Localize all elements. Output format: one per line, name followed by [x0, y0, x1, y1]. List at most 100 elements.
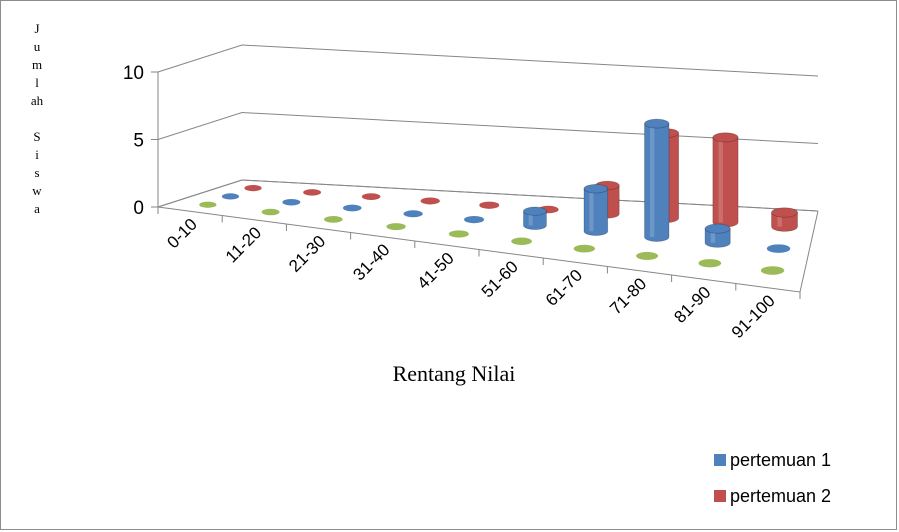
bar-highlight	[650, 123, 655, 237]
y-axis-title-line: l	[35, 75, 39, 90]
x-tick-label: 71-80	[606, 274, 650, 318]
bar-body	[704, 228, 731, 248]
legend-item-pertemuan-2: pertemuan 2	[714, 478, 831, 514]
x-tick-label: 91-100	[728, 291, 779, 342]
bar-71-80	[636, 251, 659, 260]
bar-0-10	[244, 184, 262, 192]
y-tick-label: 0	[133, 198, 144, 219]
bar-series	[199, 118, 798, 275]
y-tick-label: 10	[123, 63, 144, 84]
y-axis-title-line: a	[34, 201, 40, 216]
bar-top	[771, 207, 798, 218]
bar-21-30	[324, 215, 343, 223]
bar-disc	[361, 193, 381, 201]
bar-top	[704, 223, 731, 234]
legend-swatch-red	[714, 490, 726, 502]
y-axis-title-line: s	[34, 165, 40, 180]
y-axis-title-line	[22, 110, 52, 128]
gridline	[157, 44, 819, 77]
bar-top	[583, 183, 609, 194]
legend: pertemuan 1 pertemuan 2	[714, 442, 831, 514]
bar-disc	[199, 201, 217, 208]
gridline	[157, 179, 819, 212]
bar-disc	[221, 193, 240, 200]
x-tick-label: 0-10	[163, 215, 200, 252]
bar-disc	[573, 244, 596, 253]
bar-disc	[303, 189, 322, 196]
x-axis-title: Rentang Nilai	[393, 361, 516, 386]
bar-91-100	[771, 207, 798, 232]
bar-disc	[479, 201, 500, 209]
bar-81-90	[704, 223, 731, 248]
bar-91-100	[760, 266, 785, 275]
bar-disc	[420, 197, 440, 205]
x-tick-label: 11-20	[222, 223, 265, 266]
x-tick-label: 51-60	[478, 257, 522, 301]
bar-disc	[698, 259, 722, 268]
bar-disc	[760, 266, 785, 275]
bar-highlight	[528, 211, 533, 226]
x-tick-label: 21-30	[285, 232, 329, 276]
legend-label: pertemuan 1	[730, 449, 832, 470]
bar-51-60	[523, 206, 547, 230]
bar-top	[523, 206, 547, 216]
bar-31-40	[420, 197, 440, 205]
bar-body	[644, 123, 670, 242]
legend-label: pertemuan 2	[730, 485, 832, 506]
bar-highlight	[589, 188, 594, 232]
x-axis-categories: 0-10 11-20 21-30 31-40 41-50 51-60 61-70 71-80 8…	[157, 207, 801, 342]
y-axis-title-line: u	[33, 39, 41, 54]
y-axis-title-line: ah	[30, 93, 44, 108]
bar-61-70	[573, 244, 596, 253]
bar-disc	[448, 230, 469, 238]
bar-0-10	[199, 201, 217, 208]
bar-disc	[386, 223, 406, 231]
bar-21-30	[342, 204, 362, 212]
bar-81-90	[712, 132, 739, 228]
bar-disc	[324, 215, 343, 223]
bar-highlight	[718, 137, 723, 223]
bar-41-50	[464, 215, 485, 224]
bar-top	[644, 118, 670, 129]
bar-disc	[342, 204, 362, 212]
bar-31-40	[403, 210, 423, 218]
bar-disc	[464, 215, 485, 224]
bar-31-40	[386, 223, 406, 231]
y-axis-title-line: J	[34, 21, 40, 36]
legend-swatch-blue	[714, 454, 726, 466]
bar-11-20	[282, 198, 301, 206]
bar-disc	[636, 251, 659, 260]
bar-51-60	[511, 237, 532, 246]
gridline	[157, 111, 819, 144]
bar-highlight	[777, 212, 782, 227]
bar-top	[712, 132, 739, 143]
bar-41-50	[479, 201, 500, 209]
bar-disc	[261, 208, 280, 216]
bar-11-20	[261, 208, 280, 216]
y-axis-title-line: m	[31, 57, 43, 72]
series-pertemuan-2	[244, 128, 798, 232]
bar-71-80	[644, 118, 670, 242]
bar-41-50	[448, 230, 469, 238]
bar-body	[712, 136, 739, 228]
bar-81-90	[698, 259, 722, 268]
y-tick-label: 5	[133, 131, 144, 152]
bar-21-30	[361, 193, 381, 201]
y-axis-title-line: i	[35, 147, 39, 162]
bar-91-100	[766, 244, 791, 253]
bar-disc	[244, 184, 262, 192]
bar-disc	[282, 198, 301, 206]
series-pertemuan-1	[221, 118, 791, 253]
y-axis-ticks: 0 5 10	[123, 63, 158, 219]
x-tick-label: 41-50	[414, 249, 458, 293]
bar-body	[771, 212, 798, 232]
legend-item-pertemuan-1: pertemuan 1	[714, 442, 831, 478]
series-unnamed	[199, 201, 785, 275]
bar-highlight	[710, 228, 716, 243]
bar-disc	[511, 237, 532, 246]
x-tick-label: 81-90	[670, 283, 714, 327]
x-tick-label: 61-70	[542, 266, 586, 310]
